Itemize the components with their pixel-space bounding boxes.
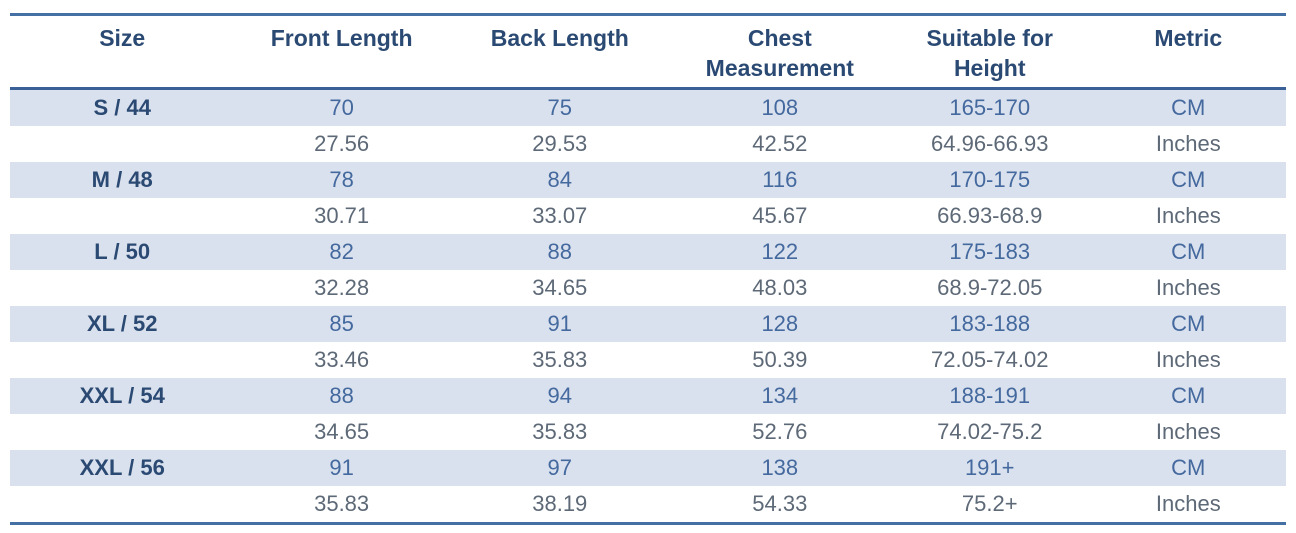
cell-front-length: 30.71 bbox=[234, 198, 449, 234]
cell-chest: 42.52 bbox=[670, 126, 889, 162]
cell-size bbox=[10, 126, 235, 162]
cell-size bbox=[10, 270, 235, 306]
cell-front-length: 78 bbox=[234, 162, 449, 198]
column-header-suitable-height: Suitable for Height bbox=[889, 15, 1091, 89]
column-header-back-length-label: Back Length bbox=[490, 25, 629, 51]
cell-metric: Inches bbox=[1090, 198, 1286, 234]
size-chart-table: Size Front Length Back Length Chest Meas… bbox=[10, 13, 1286, 525]
cell-size: L / 50 bbox=[10, 234, 235, 270]
cell-metric: CM bbox=[1090, 234, 1286, 270]
cell-front-length: 35.83 bbox=[234, 486, 449, 524]
cell-front-length: 70 bbox=[234, 88, 449, 126]
cell-front-length: 27.56 bbox=[234, 126, 449, 162]
cell-height: 68.9-72.05 bbox=[888, 270, 1091, 306]
cell-back-length: 84 bbox=[448, 162, 671, 198]
cell-chest: 48.03 bbox=[670, 270, 889, 306]
cell-height: 66.93-68.9 bbox=[888, 198, 1091, 234]
table-row-m48-cm: M / 48 78 84 116 170-175 CM bbox=[10, 162, 1286, 198]
cell-chest: 122 bbox=[670, 234, 889, 270]
cell-chest: 108 bbox=[670, 88, 889, 126]
cell-size: M / 48 bbox=[10, 162, 235, 198]
column-header-front-length-label: Front Length bbox=[270, 25, 413, 51]
table-row-l50-inches: 32.28 34.65 48.03 68.9-72.05 Inches bbox=[10, 270, 1286, 306]
cell-metric: CM bbox=[1090, 162, 1286, 198]
cell-back-length: 91 bbox=[448, 306, 671, 342]
table-row-xxl54-cm: XXL / 54 88 94 134 188-191 CM bbox=[10, 378, 1286, 414]
cell-chest: 52.76 bbox=[670, 414, 889, 450]
cell-front-length: 91 bbox=[234, 450, 449, 486]
cell-size: XXL / 56 bbox=[10, 450, 235, 486]
cell-height: 175-183 bbox=[888, 234, 1091, 270]
cell-size: XXL / 54 bbox=[10, 378, 235, 414]
column-header-size-label: Size bbox=[99, 25, 146, 51]
header-row: Size Front Length Back Length Chest Meas… bbox=[10, 15, 1286, 89]
column-header-metric: Metric bbox=[1091, 15, 1286, 89]
cell-chest: 54.33 bbox=[670, 486, 889, 524]
cell-chest: 138 bbox=[670, 450, 889, 486]
cell-height: 74.02-75.2 bbox=[888, 414, 1091, 450]
cell-chest: 134 bbox=[670, 378, 889, 414]
cell-height: 191+ bbox=[888, 450, 1091, 486]
table-row-m48-inches: 30.71 33.07 45.67 66.93-68.9 Inches bbox=[10, 198, 1286, 234]
cell-front-length: 82 bbox=[234, 234, 449, 270]
cell-back-length: 97 bbox=[448, 450, 671, 486]
cell-metric: Inches bbox=[1090, 126, 1286, 162]
cell-height: 183-188 bbox=[888, 306, 1091, 342]
cell-size bbox=[10, 486, 235, 524]
table-row-xl52-inches: 33.46 35.83 50.39 72.05-74.02 Inches bbox=[10, 342, 1286, 378]
cell-back-length: 33.07 bbox=[448, 198, 671, 234]
cell-metric: CM bbox=[1090, 378, 1286, 414]
cell-size bbox=[10, 342, 235, 378]
cell-back-length: 38.19 bbox=[448, 486, 671, 524]
cell-back-length: 75 bbox=[448, 88, 671, 126]
cell-front-length: 34.65 bbox=[234, 414, 449, 450]
table-row-xl52-cm: XL / 52 85 91 128 183-188 CM bbox=[10, 306, 1286, 342]
table-row-xxl56-inches: 35.83 38.19 54.33 75.2+ Inches bbox=[10, 486, 1286, 524]
cell-metric: CM bbox=[1090, 306, 1286, 342]
cell-height: 170-175 bbox=[888, 162, 1091, 198]
column-header-suitable-height-label: Suitable for Height bbox=[926, 25, 1053, 81]
column-header-back-length: Back Length bbox=[449, 15, 671, 89]
cell-size: S / 44 bbox=[10, 88, 235, 126]
cell-back-length: 35.83 bbox=[448, 414, 671, 450]
table-row-s44-cm: S / 44 70 75 108 165-170 CM bbox=[10, 88, 1286, 126]
cell-metric: Inches bbox=[1090, 270, 1286, 306]
column-header-chest-measurement: Chest Measurement bbox=[671, 15, 889, 89]
column-header-size: Size bbox=[10, 15, 234, 89]
cell-chest: 45.67 bbox=[670, 198, 889, 234]
cell-metric: CM bbox=[1090, 450, 1286, 486]
cell-back-length: 34.65 bbox=[448, 270, 671, 306]
cell-chest: 116 bbox=[670, 162, 889, 198]
column-header-metric-label: Metric bbox=[1154, 25, 1223, 51]
cell-back-length: 88 bbox=[448, 234, 671, 270]
cell-height: 165-170 bbox=[888, 88, 1091, 126]
cell-front-length: 33.46 bbox=[234, 342, 449, 378]
cell-chest: 128 bbox=[670, 306, 889, 342]
cell-height: 188-191 bbox=[888, 378, 1091, 414]
table-row-xxl56-cm: XXL / 56 91 97 138 191+ CM bbox=[10, 450, 1286, 486]
cell-front-length: 85 bbox=[234, 306, 449, 342]
table-row-xxl54-inches: 34.65 35.83 52.76 74.02-75.2 Inches bbox=[10, 414, 1286, 450]
table-row-s44-inches: 27.56 29.53 42.52 64.96-66.93 Inches bbox=[10, 126, 1286, 162]
cell-metric: CM bbox=[1090, 88, 1286, 126]
cell-front-length: 32.28 bbox=[234, 270, 449, 306]
cell-back-length: 35.83 bbox=[448, 342, 671, 378]
column-header-front-length: Front Length bbox=[234, 15, 448, 89]
cell-size: XL / 52 bbox=[10, 306, 235, 342]
cell-size bbox=[10, 414, 235, 450]
cell-metric: Inches bbox=[1090, 486, 1286, 524]
cell-back-length: 94 bbox=[448, 378, 671, 414]
cell-height: 75.2+ bbox=[888, 486, 1091, 524]
cell-metric: Inches bbox=[1090, 342, 1286, 378]
cell-height: 64.96-66.93 bbox=[888, 126, 1091, 162]
cell-metric: Inches bbox=[1090, 414, 1286, 450]
cell-size bbox=[10, 198, 235, 234]
cell-front-length: 88 bbox=[234, 378, 449, 414]
column-header-chest-measurement-label: Chest Measurement bbox=[705, 25, 854, 81]
cell-back-length: 29.53 bbox=[448, 126, 671, 162]
cell-height: 72.05-74.02 bbox=[888, 342, 1091, 378]
cell-chest: 50.39 bbox=[670, 342, 889, 378]
table-row-l50-cm: L / 50 82 88 122 175-183 CM bbox=[10, 234, 1286, 270]
